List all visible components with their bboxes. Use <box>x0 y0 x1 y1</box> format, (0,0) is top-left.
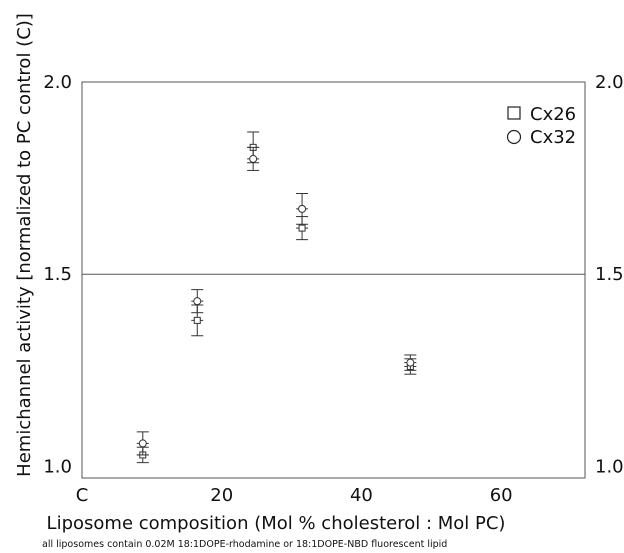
circle-marker <box>406 358 415 367</box>
y-tick-label-left: 2.0 <box>43 72 72 93</box>
x-tick-label: 20 <box>210 485 233 506</box>
y-tick-label-left: 1.0 <box>43 456 72 477</box>
x-tick-label: 40 <box>350 485 373 506</box>
square-marker <box>298 224 306 232</box>
x-axis-label: Liposome composition (Mol % cholesterol … <box>47 513 506 534</box>
y-axis-label: Hemichannel activity [normalized to PC c… <box>14 13 35 477</box>
data-point-circle <box>247 146 260 171</box>
legend-label: Cx26 <box>530 104 576 125</box>
y-tick-label-right: 1.5 <box>595 264 624 285</box>
circle-marker <box>138 439 147 448</box>
legend-label: Cx32 <box>530 127 576 148</box>
plot-frame <box>81 81 586 479</box>
tick-layer: 1.0 1.0 1.5 1.5 2.0 2.0 C 20 40 60 <box>43 72 623 506</box>
y-tick-label-right: 1.0 <box>595 456 624 477</box>
x-tick-label: 60 <box>490 485 513 506</box>
circle-marker <box>298 204 307 213</box>
data-point-circle <box>136 431 149 456</box>
y-tick-label-left: 1.5 <box>43 264 72 285</box>
footnote: all liposomes contain 0.02M 18:1DOPE-rho… <box>42 539 447 550</box>
data-point-square <box>296 216 309 241</box>
data-point-circle <box>404 354 417 371</box>
y-tick-label-right: 2.0 <box>595 72 624 93</box>
square-marker <box>193 316 201 324</box>
x-tick-label: C <box>76 485 89 506</box>
data-point-circle <box>191 289 204 314</box>
circle-marker <box>193 297 202 306</box>
circle-marker <box>249 154 258 163</box>
data-layer <box>136 131 417 464</box>
legend-circle-icon <box>506 129 522 145</box>
data-point-circle <box>296 192 309 225</box>
legend-square-icon <box>507 106 521 120</box>
